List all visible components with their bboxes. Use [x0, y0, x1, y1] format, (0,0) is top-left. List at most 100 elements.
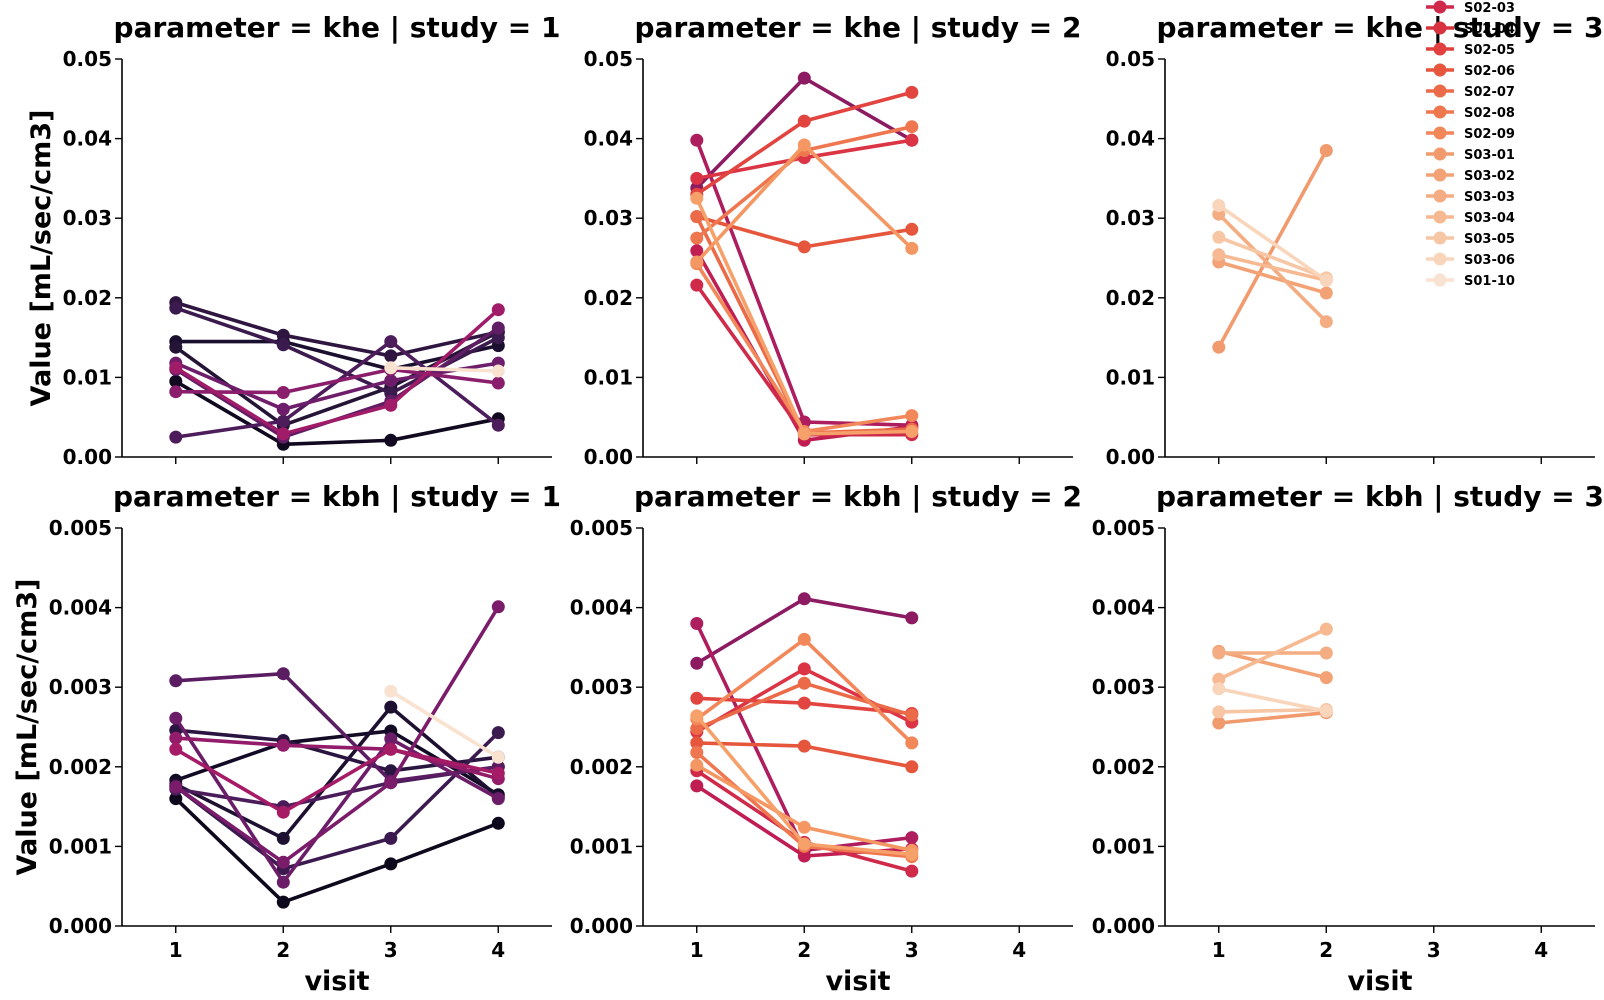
legend-item: S02-04 — [1426, 21, 1515, 37]
series-line — [174, 307, 501, 436]
series-11 — [690, 138, 919, 269]
series-10 — [169, 303, 505, 441]
legend-item: S03-03 — [1426, 189, 1515, 205]
series-12 — [690, 191, 919, 441]
data-point — [276, 738, 290, 752]
series-line — [1217, 649, 1329, 680]
legend-label: S02-07 — [1464, 85, 1515, 100]
data-point — [276, 667, 290, 681]
x-tick-label: 2 — [276, 938, 290, 962]
y-tick-label: 0.005 — [49, 516, 112, 540]
data-point — [169, 385, 183, 399]
data-point — [905, 409, 919, 423]
data-point — [690, 722, 704, 736]
data-point — [491, 816, 505, 830]
x-tick-label: 3 — [384, 938, 398, 962]
data-point — [797, 696, 811, 710]
legend-label: S03-03 — [1464, 190, 1515, 205]
data-point — [905, 222, 919, 236]
legend-label: S02-08 — [1464, 106, 1515, 121]
series-line — [174, 716, 501, 885]
data-point — [169, 340, 183, 354]
data-point — [169, 301, 183, 315]
legend-label: S03-01 — [1464, 148, 1515, 163]
legend-item: S03-01 — [1426, 147, 1515, 163]
legend-label: S03-06 — [1464, 253, 1515, 268]
series-line — [174, 730, 501, 871]
y-tick-label: 0.003 — [1092, 675, 1155, 699]
data-point — [905, 831, 919, 845]
data-point — [1319, 144, 1333, 157]
data-point — [1212, 705, 1226, 719]
y-tick-label: 0.00 — [584, 445, 633, 469]
legend-swatch-marker — [1433, 126, 1447, 140]
y-tick-label: 0.02 — [1106, 286, 1155, 310]
legend-item: S03-02 — [1426, 168, 1515, 184]
data-point — [276, 414, 290, 428]
data-point — [690, 210, 704, 224]
series-8 — [690, 676, 919, 736]
data-point — [276, 402, 290, 416]
data-point — [169, 780, 183, 794]
data-point — [690, 255, 704, 269]
data-point — [1212, 230, 1226, 244]
y-tick-label: 0.004 — [570, 596, 633, 620]
series-line — [1217, 707, 1329, 714]
series-11 — [169, 742, 505, 819]
series-line — [694, 261, 914, 434]
series-line — [174, 367, 501, 395]
data-point — [276, 855, 290, 869]
panel-title: parameter = khe | study = 1 — [114, 11, 561, 44]
y-axis-label: Value [mL/sec/cm3] — [12, 579, 43, 876]
data-point — [276, 328, 290, 342]
data-point — [169, 711, 183, 725]
data-point — [690, 191, 704, 205]
series-2 — [169, 792, 505, 909]
x-tick-label: 1 — [1212, 938, 1226, 962]
y-tick-label: 0.05 — [584, 47, 633, 71]
series-line — [388, 365, 501, 373]
series-4 — [1212, 622, 1333, 686]
panel-title: parameter = kbh | study = 2 — [634, 480, 1082, 513]
y-tick-label: 0.04 — [584, 127, 633, 151]
y-tick-label: 0.001 — [49, 834, 112, 858]
data-point — [491, 303, 505, 317]
data-point — [1212, 248, 1226, 262]
data-point — [905, 736, 919, 750]
legend-item: S02-07 — [1426, 84, 1515, 100]
data-point — [276, 875, 290, 889]
legend-label: S02-03 — [1464, 1, 1515, 16]
data-point — [1319, 646, 1333, 660]
legend-label: S02-06 — [1464, 64, 1515, 79]
data-point — [905, 120, 919, 134]
series-line — [694, 596, 914, 666]
series-4 — [1212, 248, 1333, 287]
panel-kbh-study-1: 0.000 0.001 0.002 0.003 0.004 0.005 1 2 3 4 parame… — [49, 480, 561, 962]
series-9 — [169, 600, 505, 869]
data-point — [1319, 286, 1333, 300]
legend-label: S01-10 — [1464, 274, 1515, 289]
legend-item: S02-03 — [1426, 0, 1515, 16]
series-line — [174, 747, 501, 815]
y-axis-label: Value [mL/sec/cm3] — [26, 110, 57, 407]
data-point — [690, 656, 704, 670]
data-point — [276, 805, 290, 819]
data-point — [491, 792, 505, 806]
y-tick-label: 0.005 — [570, 516, 633, 540]
series-line — [694, 621, 914, 853]
data-point — [1319, 704, 1333, 718]
legend-swatch-marker — [1433, 42, 1447, 56]
y-tick-label: 0.05 — [63, 47, 112, 71]
legend-item: S01-10 — [1426, 273, 1515, 289]
series-11 — [690, 758, 919, 857]
y-tick-label: 0.000 — [1092, 914, 1155, 938]
y-tick-label: 0.000 — [570, 914, 633, 938]
series-line — [1217, 235, 1329, 280]
data-point — [384, 831, 398, 845]
y-tick-label: 0.000 — [49, 914, 112, 938]
y-tick-label: 0.002 — [49, 755, 112, 779]
series-line — [174, 671, 501, 783]
data-point — [491, 750, 505, 764]
